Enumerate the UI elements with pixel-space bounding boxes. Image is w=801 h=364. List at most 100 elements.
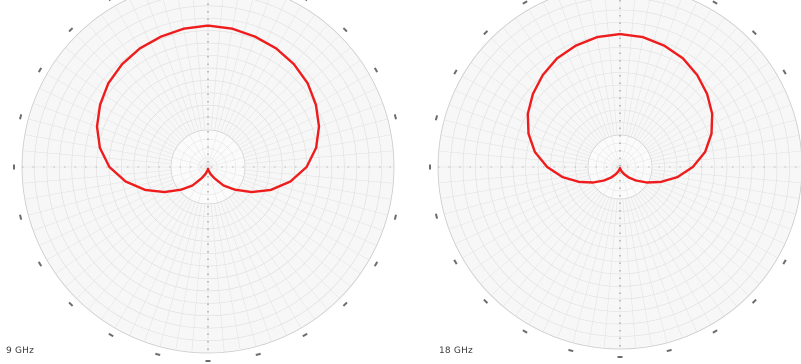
grid-spoke (628, 197, 668, 343)
data-point (546, 166, 549, 168)
inner-spoke (172, 166, 209, 177)
grid-spoke (65, 190, 180, 287)
rim-tick (483, 30, 489, 36)
rim-tick (68, 301, 74, 307)
grid-spoke (46, 73, 177, 149)
grid-spoke (444, 119, 590, 159)
data-point (620, 170, 623, 173)
grid-spoke (241, 182, 377, 246)
grid-spoke (651, 135, 800, 162)
grid-spoke (33, 179, 174, 231)
grid-spoke (515, 193, 602, 317)
grid-spoke (39, 182, 175, 246)
data-point (635, 179, 637, 182)
inner-spoke (619, 139, 637, 168)
rim-tick (13, 164, 15, 170)
data-point (533, 151, 536, 153)
data-point (578, 181, 580, 183)
grid-spoke (454, 180, 592, 245)
grid-spoke (635, 9, 712, 140)
grid-spoke (528, 9, 605, 140)
grid-spoke (644, 49, 760, 147)
grid-spoke (542, 195, 607, 333)
rim-tick (522, 329, 528, 334)
data-point (315, 103, 317, 106)
data-point (209, 173, 212, 175)
data-point (207, 169, 210, 172)
rim-tick (302, 332, 308, 338)
grid-spoke (178, 0, 202, 131)
data-point (618, 168, 621, 171)
grid-spoke (644, 187, 760, 285)
data-point (710, 132, 713, 135)
data-point (207, 167, 209, 170)
rim-tick (393, 214, 398, 220)
rim-tick (712, 329, 718, 334)
grid-spoke (22, 169, 172, 184)
grid-spoke (622, 198, 637, 349)
grid-spoke (210, 203, 225, 353)
data-point (526, 112, 529, 115)
data-point (182, 27, 185, 30)
grid-spoke (444, 175, 590, 215)
inner-spoke (603, 139, 621, 168)
grid-spoke (642, 38, 749, 145)
grid-spoke (572, 197, 612, 343)
rim-tick (712, 0, 718, 5)
grid-spoke (226, 5, 302, 136)
rim-tick (782, 69, 787, 75)
grid-spoke (625, 0, 650, 136)
grid-spoke (101, 14, 187, 137)
rim-tick (393, 114, 398, 120)
grid-spoke (220, 0, 270, 133)
data-point (574, 44, 577, 47)
grid-spoke (231, 195, 328, 310)
grid-spoke (101, 197, 187, 320)
data-point (121, 63, 123, 66)
rim-tick (522, 0, 528, 5)
data-point (306, 82, 309, 85)
data-point (681, 57, 684, 60)
inner-spoke (619, 166, 648, 184)
rim-tick (18, 214, 23, 220)
grid-spoke (210, 0, 223, 131)
grid-spoke (146, 0, 196, 133)
data-point (270, 189, 272, 191)
inner-spoke (207, 166, 244, 177)
data-point (108, 166, 111, 168)
data-point (99, 147, 101, 149)
grid-spoke (88, 195, 185, 310)
rim-tick (434, 213, 439, 219)
rim-tick (108, 0, 114, 2)
inner-spoke (175, 148, 209, 168)
grid-spoke (588, 198, 615, 347)
data-point (96, 125, 98, 128)
data-point (163, 191, 166, 194)
grid-spoke (640, 191, 738, 307)
grid-spoke (648, 180, 786, 245)
grid-spoke (39, 88, 175, 152)
grid-spoke (454, 89, 592, 154)
data-point (596, 36, 598, 38)
grid-spoke (633, 195, 698, 333)
grid-spoke (76, 35, 183, 142)
grid-spoke (24, 173, 172, 200)
rim-tick (782, 259, 787, 265)
inner-spoke (589, 166, 621, 176)
grid-spoke (542, 1, 607, 139)
grid-spoke (642, 189, 749, 296)
grid-spoke (229, 197, 315, 320)
inner-spoke (189, 134, 209, 168)
grid-spoke (470, 62, 594, 149)
grid-spoke (590, 0, 615, 136)
data-point (527, 132, 530, 135)
grid-spoke (88, 24, 185, 139)
grid-spoke (630, 0, 682, 138)
grid-spoke (628, 0, 666, 137)
inner-spoke (619, 144, 643, 168)
data-point (610, 176, 613, 179)
grid-spoke (630, 196, 683, 339)
grid-spoke (244, 150, 394, 165)
rim-tick (108, 332, 114, 338)
grid-spoke (243, 176, 388, 216)
